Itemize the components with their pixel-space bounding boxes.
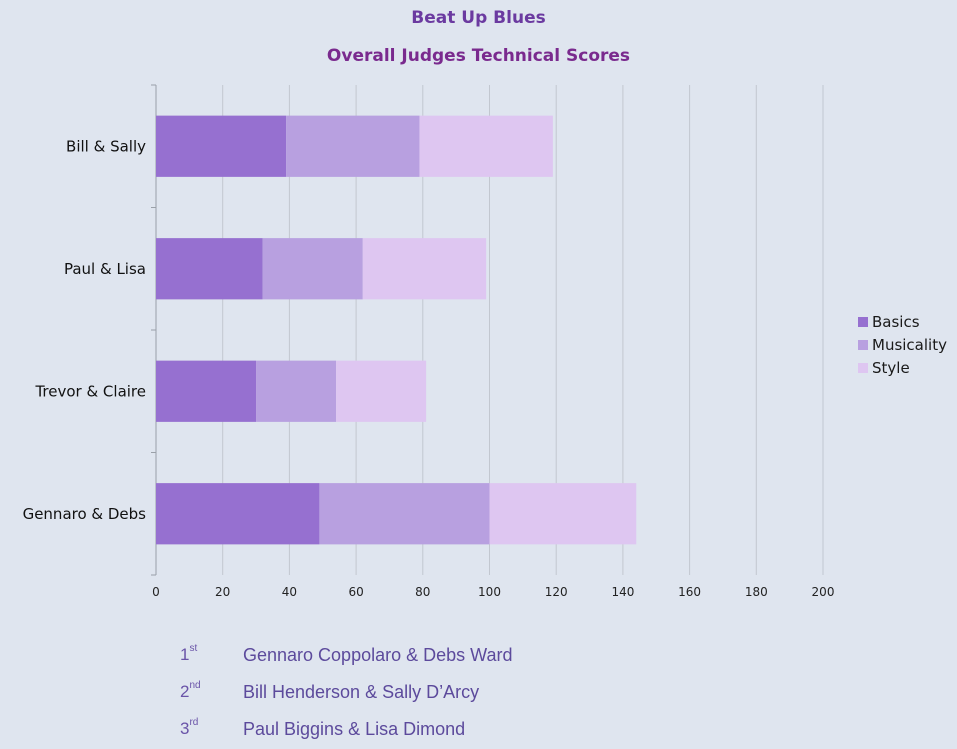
chart-legend: Basics Musicality Style <box>858 310 947 379</box>
ranking-row: 3rd Paul Biggins & Lisa Dimond <box>0 717 700 749</box>
y-category-label: Trevor & Claire <box>34 382 146 400</box>
rank-position: 1st <box>180 643 198 664</box>
x-tick-label: 200 <box>812 585 835 599</box>
legend-item-style: Style <box>858 356 947 379</box>
bar-chart: 0 20 40 60 80 100 120 140 160 180 200 Bill & Sally P… <box>23 84 835 599</box>
bar-musicality-3 <box>319 483 490 545</box>
rank-position: 3rd <box>180 717 199 738</box>
bar-musicality-0 <box>286 115 420 177</box>
chart-title: Beat Up Blues <box>411 8 546 28</box>
y-category-label: Paul & Lisa <box>64 260 146 278</box>
legend-item-musicality: Musicality <box>858 333 947 356</box>
rank-couple-name: Gennaro Coppolaro & Debs Ward <box>243 645 513 665</box>
bar-basics-3 <box>156 483 320 545</box>
x-tick-label: 120 <box>545 585 568 599</box>
rank-couple-name: Paul Biggins & Lisa Dimond <box>243 719 466 739</box>
x-tick-label: 0 <box>152 585 160 599</box>
bar-style-0 <box>419 115 553 177</box>
legend-swatch-basics <box>858 316 868 327</box>
legend-label-style: Style <box>872 358 910 377</box>
legend-item-basics: Basics <box>858 310 947 333</box>
x-tick-label: 180 <box>745 585 768 599</box>
bar-style-3 <box>489 483 637 545</box>
ranking-row: 2nd Bill Henderson & Sally D’Arcy <box>0 680 700 712</box>
ranking-row: 1st Gennaro Coppolaro & Debs Ward <box>0 643 700 675</box>
x-tick-label: 160 <box>678 585 701 599</box>
rank-couple-name: Bill Henderson & Sally D’Arcy <box>243 682 480 702</box>
y-category-label: Bill & Sally <box>66 137 146 155</box>
bar-basics-1 <box>156 238 263 300</box>
x-tick-label: 80 <box>415 585 430 599</box>
legend-label-musicality: Musicality <box>872 335 947 354</box>
legend-swatch-musicality <box>858 339 868 350</box>
x-tick-label: 60 <box>348 585 363 599</box>
chart-subtitle: Overall Judges Technical Scores <box>326 46 631 66</box>
rank-position: 2nd <box>180 680 201 701</box>
x-tick-label: 40 <box>282 585 297 599</box>
x-tick-label: 100 <box>478 585 501 599</box>
legend-swatch-style <box>858 362 868 373</box>
bar-style-1 <box>362 238 487 300</box>
y-category-label: Gennaro & Debs <box>23 505 147 523</box>
bar-style-2 <box>336 360 427 422</box>
bar-musicality-1 <box>262 238 363 300</box>
legend-label-basics: Basics <box>872 312 920 331</box>
bar-basics-0 <box>156 115 287 177</box>
x-tick-label: 20 <box>215 585 230 599</box>
bar-musicality-2 <box>256 360 337 422</box>
x-tick-label: 140 <box>611 585 634 599</box>
bar-basics-2 <box>156 360 257 422</box>
